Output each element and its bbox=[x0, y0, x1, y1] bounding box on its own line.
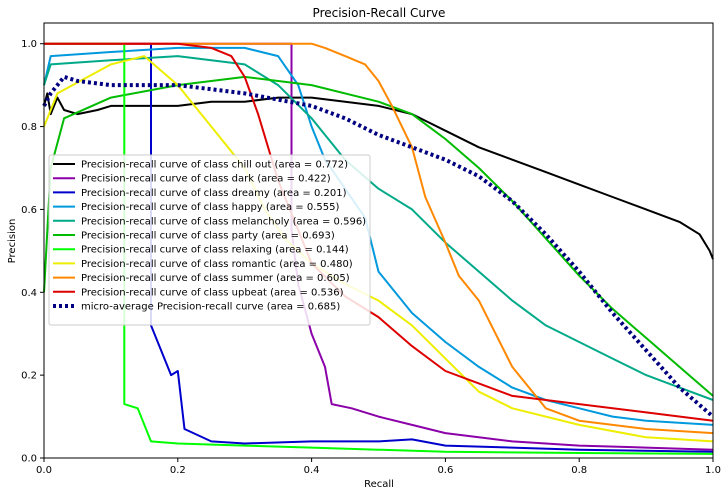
y-tick-label: 0.8 bbox=[21, 122, 37, 133]
axis-ticks: 0.0 0.2 0.4 0.6 0.8 1.0 0.0 0.2 0.4 0.6 0.8 1.0 bbox=[21, 39, 721, 476]
legend-label: Precision-recall curve of class romantic… bbox=[81, 259, 353, 270]
legend-label: Precision-recall curve of class dreamy (… bbox=[81, 188, 347, 199]
legend: Precision-recall curve of class chill ou… bbox=[48, 154, 371, 326]
x-tick-label: 1.0 bbox=[705, 465, 721, 476]
x-tick-label: 0.6 bbox=[437, 465, 453, 476]
x-axis-title: Recall bbox=[364, 479, 394, 490]
plot-frame bbox=[43, 22, 714, 459]
y-axis-title: Precision bbox=[7, 219, 18, 264]
x-tick-label: 0.4 bbox=[304, 465, 320, 476]
series-lines bbox=[42, 42, 715, 455]
x-tick-label: 0.8 bbox=[571, 465, 587, 476]
legend-box bbox=[48, 154, 371, 326]
x-tick-label: 0.0 bbox=[36, 465, 52, 476]
series-line-0 bbox=[43, 92, 714, 260]
legend-label: Precision-recall curve of class happy (a… bbox=[81, 202, 339, 213]
series-line-4 bbox=[43, 55, 714, 401]
y-tick-label: 0.4 bbox=[21, 288, 37, 299]
series-line-2 bbox=[44, 42, 714, 453]
chart-title: Precision-Recall Curve bbox=[313, 6, 446, 20]
legend-label: Precision-recall curve of class melancho… bbox=[81, 216, 366, 227]
series-line-5 bbox=[43, 75, 714, 397]
legend-label: Precision-recall curve of class relaxing… bbox=[81, 245, 349, 256]
legend-label: Precision-recall curve of class dark (ar… bbox=[81, 174, 331, 185]
y-tick-label: 0.6 bbox=[21, 205, 37, 216]
legend-label: Precision-recall curve of class upbeat (… bbox=[81, 287, 344, 298]
y-tick-label: 0.2 bbox=[21, 371, 37, 382]
legend-label: Precision-recall curve of class summer (… bbox=[81, 273, 350, 284]
legend-label: Precision-recall curve of class party (a… bbox=[81, 231, 335, 242]
series-line-6 bbox=[44, 42, 714, 455]
legend-label: micro-average Precision-recall curve (ar… bbox=[81, 302, 340, 313]
y-tick-label: 1.0 bbox=[21, 39, 37, 50]
legend-label: Precision-recall curve of class chill ou… bbox=[81, 160, 348, 171]
y-tick-label: 0.0 bbox=[21, 454, 37, 465]
series-line-8 bbox=[44, 42, 714, 435]
x-tick-label: 0.2 bbox=[170, 465, 186, 476]
